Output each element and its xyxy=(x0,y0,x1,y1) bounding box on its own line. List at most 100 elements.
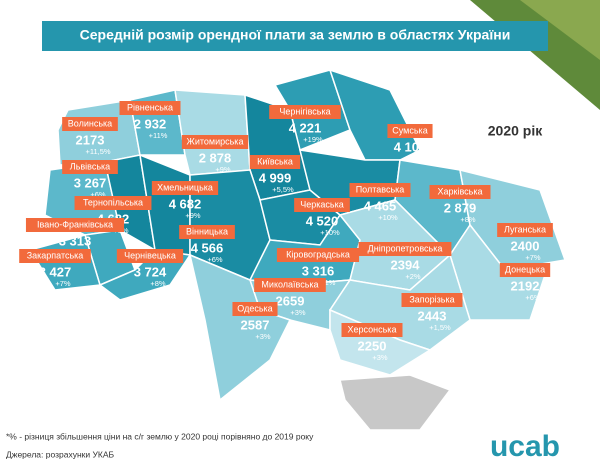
year: 2020 рік xyxy=(488,123,543,139)
region-value: 4 682 xyxy=(169,196,202,211)
region-change: +3% xyxy=(372,353,388,362)
region-value: 4 566 xyxy=(191,240,224,255)
region-change: +11% xyxy=(317,278,336,287)
crimea xyxy=(339,374,452,431)
region-value: 2250 xyxy=(358,338,387,353)
region-name: Вінницька xyxy=(186,226,228,236)
region-change: +11,5% xyxy=(85,147,110,156)
region-change: +10% xyxy=(320,228,340,237)
region-value: 4 520 xyxy=(306,213,339,228)
region-name: Харківська xyxy=(438,186,483,196)
region-name-box xyxy=(254,278,326,292)
region-value: 4 221 xyxy=(289,120,322,135)
region-name-box xyxy=(499,263,551,277)
region-value: 4 999 xyxy=(259,170,292,185)
region-value: 2 878 xyxy=(199,150,232,165)
region-change: +6% xyxy=(525,293,541,302)
region-name-box xyxy=(294,198,350,212)
region-value: 3 313 xyxy=(59,233,92,248)
region-change: +10% xyxy=(378,213,398,222)
region-name-box xyxy=(116,249,184,263)
region-name-box xyxy=(62,117,118,131)
region-value: 3 724 xyxy=(134,264,167,279)
region-name: Запорізька xyxy=(409,294,454,304)
region-change: +2% xyxy=(405,272,421,281)
region-name: Чернівецька xyxy=(124,250,176,260)
region-name-box xyxy=(349,183,411,197)
title-banner xyxy=(42,21,548,51)
region-name-box xyxy=(401,293,463,307)
region-value: 3 316 xyxy=(302,263,335,278)
region-change: +6% xyxy=(207,255,223,264)
region-change: +3% xyxy=(255,332,271,341)
region-change: +11% xyxy=(149,131,168,140)
region-name-box xyxy=(387,124,433,138)
region-name: Рівненська xyxy=(127,102,173,112)
region-name: Херсонська xyxy=(348,324,397,334)
region-name-box xyxy=(341,323,403,337)
region-name-box xyxy=(74,196,152,210)
region-name-box xyxy=(358,242,452,256)
region-name-box xyxy=(25,218,125,232)
logo: ucab xyxy=(490,430,560,463)
region-name-box xyxy=(269,105,341,119)
region-name-box xyxy=(276,248,360,262)
region-change: +1,5% xyxy=(429,323,451,332)
region-change: +6% xyxy=(90,190,106,199)
region-name: Чернігівська xyxy=(279,106,330,116)
region-value: 2587 xyxy=(241,317,270,332)
region-name: Черкаська xyxy=(300,199,343,209)
region-name: Донецька xyxy=(505,264,545,274)
region-name: Тернопільська xyxy=(83,197,143,207)
region-change: +19% xyxy=(303,135,323,144)
region-value: 2 879 xyxy=(444,200,477,215)
region-name-box xyxy=(62,160,118,174)
region-value: 3 427 xyxy=(39,264,72,279)
footnote: *% - різниця збільшення ціни на с/г земл… xyxy=(6,431,314,441)
region-name: Івано-Франківська xyxy=(37,219,113,229)
region-name: Одеська xyxy=(237,303,272,313)
region-name: Волинська xyxy=(68,118,112,128)
region-name: Житомирська xyxy=(187,136,244,146)
region-name: Київська xyxy=(257,156,293,166)
region-name: Закарпатська xyxy=(27,250,84,260)
region-value: 2192 xyxy=(511,278,540,293)
region-name-box xyxy=(249,155,301,169)
region-name: Кіровоградська xyxy=(286,249,350,259)
region-value: 2 932 xyxy=(134,116,167,131)
region-name: Хмельницька xyxy=(157,182,213,192)
region-value: 2443 xyxy=(418,308,447,323)
region-name: Полтавська xyxy=(356,184,405,194)
region-name-box xyxy=(429,185,491,199)
region-name: Дніпропетровська xyxy=(368,243,443,253)
region-name-box xyxy=(232,302,278,316)
region-value: 3 267 xyxy=(74,175,107,190)
region-name: Миколаївська xyxy=(261,279,318,289)
region-change: +8% xyxy=(150,279,166,288)
region-name: Львівська xyxy=(70,161,110,171)
region-value: 2400 xyxy=(511,238,540,253)
region-name-box xyxy=(497,223,553,237)
region-name-box xyxy=(19,249,91,263)
region-value: 4 104 xyxy=(394,139,427,154)
source: Джерела: розрахунки УКАБ xyxy=(6,449,115,459)
region-change: +5,5% xyxy=(272,185,294,194)
region-change: +7% xyxy=(525,253,541,262)
region-change: +9% xyxy=(215,165,231,174)
region-name-box xyxy=(179,225,235,239)
region-value: 2659 xyxy=(276,293,305,308)
region-value: 4 465 xyxy=(364,198,397,213)
region-name-box xyxy=(181,135,249,149)
region xyxy=(188,253,292,402)
region-name-box xyxy=(151,181,219,195)
region-change: +3% xyxy=(290,308,306,317)
region-change: +8% xyxy=(460,215,476,224)
region-change: +9% xyxy=(185,211,201,220)
region-change: +10% xyxy=(408,154,428,163)
region-value: 2173 xyxy=(76,132,105,147)
region-value: 2394 xyxy=(391,257,421,272)
region-name: Луганська xyxy=(504,224,546,234)
region-name: Сумська xyxy=(392,125,427,135)
